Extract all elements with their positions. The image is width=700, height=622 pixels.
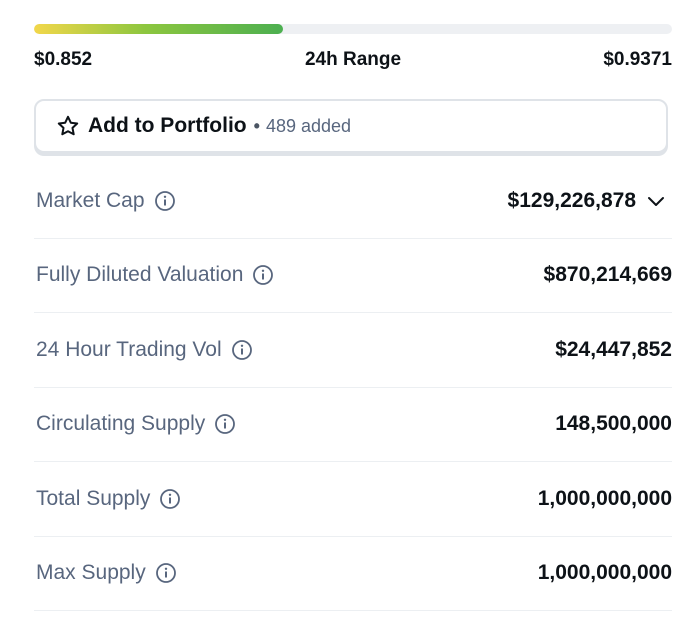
portfolio-separator: • <box>253 115 260 136</box>
range-title: 24h Range <box>304 49 402 70</box>
portfolio-button-label: Add to Portfolio <box>88 114 247 137</box>
range-bar-track <box>34 24 672 34</box>
stat-row-total-supply: Total Supply 1,000,000,000 <box>34 462 672 537</box>
stat-row-circulating-supply: Circulating Supply 148,500,000 <box>34 388 672 462</box>
stat-value: 148,500,000 <box>555 412 672 436</box>
stat-row-24h-trading-vol: 24 Hour Trading Vol $24,447,852 <box>34 313 672 388</box>
range-high-value: $0.9371 <box>603 49 672 70</box>
chevron-down-icon[interactable] <box>646 191 666 211</box>
star-icon <box>56 114 80 138</box>
stat-value: $24,447,852 <box>555 337 672 361</box>
stat-value: 1,000,000,000 <box>537 486 672 510</box>
stat-row-max-supply: Max Supply 1,000,000,000 <box>34 537 672 611</box>
stat-label: Total Supply <box>36 486 151 510</box>
stat-label: Circulating Supply <box>36 412 206 436</box>
info-icon[interactable] <box>214 413 236 435</box>
stat-row-fully-diluted-valuation: Fully Diluted Valuation $870,214,669 <box>34 239 672 313</box>
range-labels: $0.852 24h Range $0.9371 <box>34 48 672 72</box>
info-icon[interactable] <box>155 562 177 584</box>
stat-row-market-cap: Market Cap $129,226,878 <box>34 164 672 239</box>
portfolio-count: 489 added <box>265 115 352 136</box>
info-icon[interactable] <box>154 190 176 212</box>
info-icon[interactable] <box>159 488 181 510</box>
info-icon[interactable] <box>231 339 253 361</box>
stat-value: 1,000,000,000 <box>537 561 672 585</box>
stat-value: $129,226,878 <box>507 188 636 212</box>
range-low-value: $0.852 <box>34 49 93 70</box>
stat-label: Market Cap <box>36 188 145 212</box>
stat-value: $870,214,669 <box>543 263 672 287</box>
stat-label: 24 Hour Trading Vol <box>36 337 222 361</box>
stat-label: Max Supply <box>36 561 146 585</box>
add-to-portfolio-button[interactable]: Add to Portfolio • 489 added <box>34 99 668 153</box>
stats-list: Market Cap $129,226,878 Fully Diluted Va… <box>34 164 672 611</box>
range-bar-fill <box>34 24 283 34</box>
stat-label: Fully Diluted Valuation <box>36 263 244 287</box>
info-icon[interactable] <box>252 264 274 286</box>
